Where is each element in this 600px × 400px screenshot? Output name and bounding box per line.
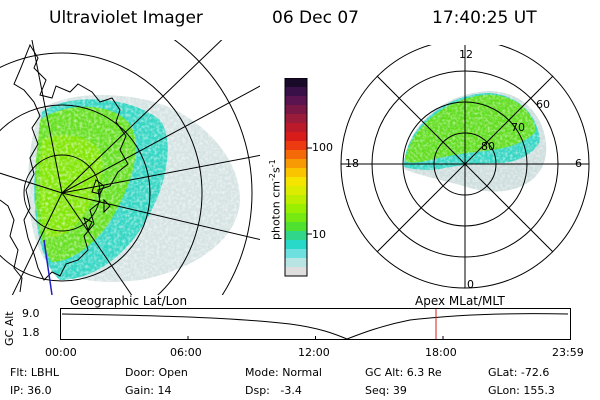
coastline — [83, 179, 111, 232]
timeline-xtick-00: 00:00 — [45, 346, 77, 359]
status-dsp: Dsp: -3.4 — [245, 384, 302, 397]
status-gc-alt: GC Alt: 6.3 Re — [365, 366, 442, 379]
colorbar-band — [285, 222, 307, 232]
colorbar-band — [285, 231, 307, 241]
colorbar-band — [285, 114, 307, 124]
instrument-title: Ultraviolet Imager — [49, 8, 203, 28]
geo-lat-circle-mid — [0, 104, 151, 282]
colorbar-band — [285, 249, 307, 259]
colorbar-frame — [284, 78, 308, 277]
geo-meridian — [61, 192, 260, 241]
mlat-label-70: 70 — [511, 121, 525, 134]
altitude-curve — [61, 313, 569, 340]
geo-meridian — [61, 85, 260, 194]
mlt-label-6: 6 — [575, 157, 582, 170]
coastline — [13, 43, 129, 281]
status-ip: IP: 36.0 — [10, 384, 52, 397]
colorbar-band — [285, 150, 307, 160]
geo-meridian — [31, 40, 63, 194]
status-mode: Mode: Normal — [245, 366, 322, 379]
mlat-label-80: 80 — [481, 140, 495, 153]
timeline-xtick-18: 18:00 — [425, 346, 457, 359]
mag-meridian-diag — [376, 75, 554, 253]
colorbar-band — [285, 240, 307, 250]
colorbar-band — [285, 213, 307, 223]
colorbar-unit-label: photon cm-2s-1 — [268, 159, 283, 240]
magnetic-polar-plot — [340, 45, 590, 289]
geographic-caption: Geographic Lat/Lon — [70, 294, 188, 308]
timeline-ytick-low: 1.8 — [22, 326, 40, 339]
colorbar-band — [285, 123, 307, 133]
status-gain: Gain: 14 — [125, 384, 172, 397]
altitude-timeline-plot — [60, 308, 571, 340]
status-glat: GLat: -72.6 — [488, 366, 550, 379]
colorbar-band — [285, 186, 307, 196]
geo-lat-circle-outermost — [173, 40, 253, 295]
viewing-direction-line — [43, 239, 53, 295]
geo-meridian — [11, 192, 63, 295]
colorbar-band — [285, 204, 307, 214]
status-glon: GLon: 155.3 — [488, 384, 555, 397]
colorbar-band — [285, 195, 307, 205]
colorbar-band — [285, 141, 307, 151]
mlt-label-12: 12 — [459, 48, 473, 61]
timeline-ticks — [60, 336, 571, 339]
colorbar-band — [285, 267, 307, 277]
geo-meridian — [0, 172, 63, 194]
geographic-image — [0, 40, 260, 295]
colorbar-band — [285, 159, 307, 169]
colorbar-band — [285, 258, 307, 268]
timeline-axis-label: GC Alt — [3, 311, 16, 346]
geo-lat-circle-outer — [0, 52, 203, 295]
timeline-xtick-2359: 23:59 — [552, 346, 584, 359]
colorbar-graphic — [284, 78, 312, 277]
time-label: 17:40:25 UT — [432, 8, 537, 28]
mlat-label-60: 60 — [536, 98, 550, 111]
mlt-label-18: 18 — [345, 157, 359, 170]
date-label: 06 Dec 07 — [272, 8, 359, 28]
status-seq: Seq: 39 — [365, 384, 407, 397]
timeline-ytick-high: 9.0 — [22, 307, 40, 320]
timeline-xtick-12: 12:00 — [298, 346, 330, 359]
colorbar-band — [285, 105, 307, 115]
colorbar-bands — [285, 78, 307, 277]
colorbar-band — [285, 177, 307, 187]
status-door: Door: Open — [125, 366, 188, 379]
colorbar-tick-100: 100 — [312, 141, 333, 154]
colorbar-band — [285, 96, 307, 106]
timeline-xtick-06: 06:00 — [170, 346, 202, 359]
colorbar-band — [285, 78, 307, 88]
mlt-label-0: 0 — [467, 278, 474, 291]
geo-meridian — [61, 192, 133, 295]
geo-meridian — [61, 154, 260, 194]
colorbar-band — [285, 168, 307, 178]
timeline-frame — [60, 308, 571, 340]
coastline — [0, 199, 23, 293]
colorbar-band — [285, 132, 307, 142]
apex-caption: Apex MLat/MLT — [415, 294, 505, 308]
geo-meridian — [61, 40, 223, 194]
colorbar-band — [285, 87, 307, 97]
colorbar-tick-10: 10 — [312, 228, 326, 241]
status-filter: Flt: LBHL — [10, 366, 59, 379]
